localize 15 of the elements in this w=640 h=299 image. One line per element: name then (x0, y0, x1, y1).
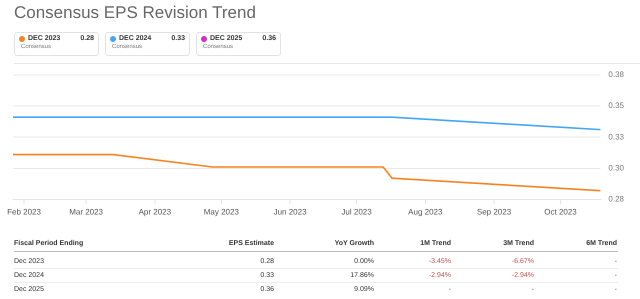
y-tick-label: 0.35 (608, 101, 625, 110)
y-tick-label: 0.28 (608, 194, 625, 204)
x-tick-label: Aug 2023 (408, 207, 443, 216)
x-tick-label: Mar 2023 (69, 207, 104, 216)
y-tick-label: 0.30 (608, 163, 625, 172)
x-tick-label: May 2023 (204, 207, 240, 216)
x-tick-label: Oct 2023 (544, 207, 578, 216)
chart-title: Consensus EPS Revision Trend (14, 3, 256, 23)
x-tick-label: Jul 2023 (341, 207, 372, 216)
x-tick-label: Jun 2023 (274, 207, 308, 216)
x-tick-label: Sep 2023 (476, 207, 512, 216)
y-tick-label: 0.33 (608, 132, 625, 142)
x-tick-label: Apr 2023 (138, 207, 172, 216)
x-tick-label: Feb 2023 (7, 207, 42, 216)
y-tick-label: 0.38 (608, 70, 625, 80)
